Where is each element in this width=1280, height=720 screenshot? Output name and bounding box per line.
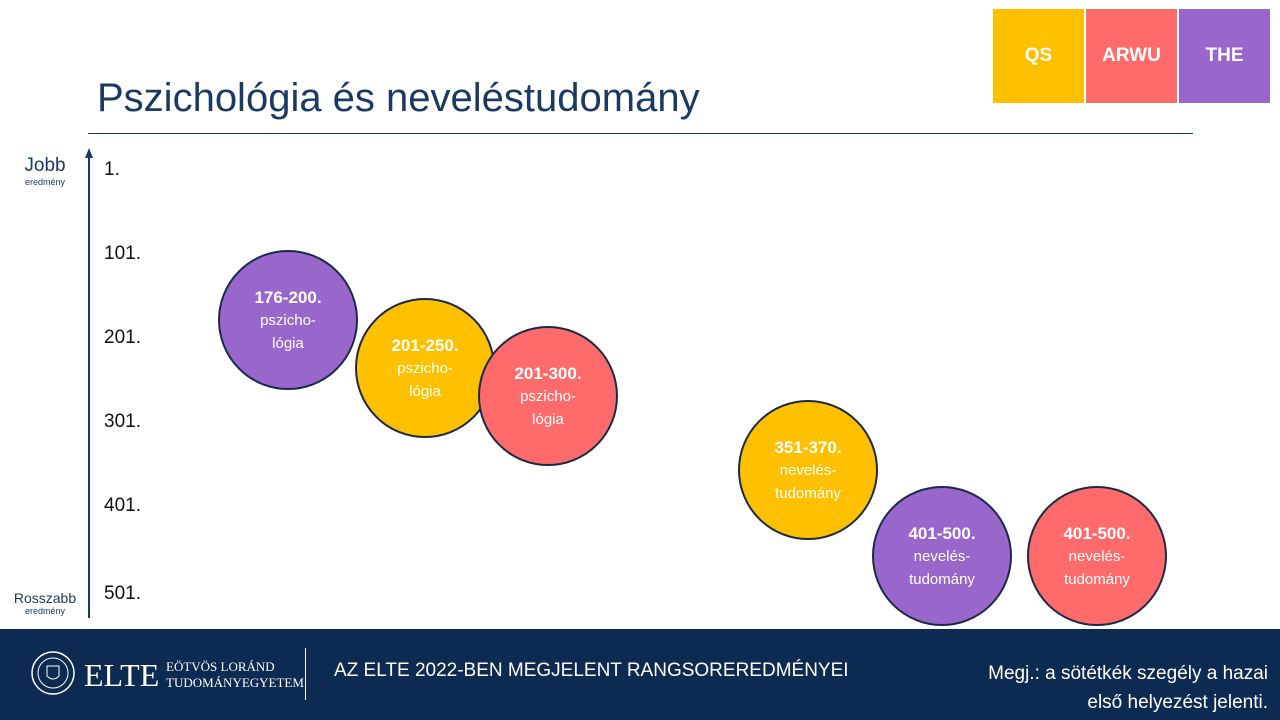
tick-label: 501.: [104, 583, 141, 604]
note-line: első helyezést jelenti.: [1087, 692, 1268, 713]
logo-subtext: EÖTVÖS LORÁND TUDOMÁNYEGYETEM: [166, 659, 304, 691]
logo-line: TUDOMÁNYEGYETEM: [166, 675, 304, 690]
logo-text: ELTE: [84, 657, 160, 693]
bubble-rank: 201-250.: [391, 335, 459, 355]
note-line: Megj.: a sötétkék szegély a hazai: [988, 663, 1268, 684]
bubble: 201-300. pszicho-lógia: [478, 326, 618, 466]
bubble: 176-200. pszicho-lógia: [218, 250, 358, 390]
axis-bottom: Rosszabb eredmény: [5, 590, 85, 616]
divider: [305, 648, 306, 700]
bubble-field: nevelés-: [779, 461, 837, 479]
bubble-rank: 401-500.: [1063, 523, 1131, 543]
bubble-field: lógia: [272, 334, 304, 352]
tick-label: 101.: [104, 243, 141, 264]
axis-top-label: Jobb: [24, 155, 66, 176]
bubble-rank: 401-500.: [908, 523, 976, 543]
bubble-field: pszicho-: [397, 359, 453, 377]
footer: ELTE EÖTVÖS LORÁND TUDOMÁNYEGYETEM AZ EL…: [0, 629, 1280, 720]
bubble-rank: 351-370.: [774, 437, 842, 457]
axis-bottom-label: Rosszabb: [13, 590, 77, 606]
bubble: 401-500. nevelés-tudomány: [872, 486, 1012, 626]
bubble-field: pszicho-: [520, 387, 576, 405]
bubble-field: lógia: [532, 410, 564, 428]
logo-seal: [31, 651, 75, 695]
logo-line: EÖTVÖS LORÁND: [166, 659, 275, 674]
bubble-rank: 201-300.: [514, 363, 582, 383]
bubble: 201-250. pszicho-lógia: [355, 298, 495, 438]
axis-top: Jobb eredmény: [10, 155, 80, 187]
bubble-field: tudomány: [909, 570, 975, 588]
bubble: 351-370. nevelés-tudomány: [738, 400, 878, 540]
legend-item: QS: [993, 9, 1084, 103]
axis-top-sub: eredmény: [24, 177, 66, 187]
footer-note: Megj.: a sötétkék szegély a hazai első h…: [988, 659, 1268, 717]
tick-label: 201.: [104, 327, 141, 348]
tick-label: 301.: [104, 411, 141, 432]
legend-item: THE: [1179, 9, 1270, 103]
tick-label: 401.: [104, 495, 141, 516]
title-rule: [88, 133, 1193, 134]
bubble-field: nevelés-: [913, 547, 971, 565]
title: Pszichológia és neveléstudomány: [97, 76, 700, 120]
bubble: 401-500. nevelés-tudomány: [1027, 486, 1167, 626]
axis-bottom-sub: eredmény: [24, 606, 66, 616]
axis-arrow: [85, 148, 93, 618]
bubble-field: pszicho-: [260, 311, 316, 329]
bubble-field: nevelés-: [1068, 547, 1126, 565]
bubble-field: lógia: [409, 382, 441, 400]
footer-heading: AZ ELTE 2022-BEN MEGJELENT RANGSOREREDMÉ…: [334, 660, 849, 681]
legend-item: ARWU: [1086, 9, 1177, 103]
bubble-field: tudomány: [775, 484, 841, 502]
bubble-rank: 176-200.: [254, 287, 322, 307]
bubble-field: tudomány: [1064, 570, 1130, 588]
tick-label: 1.: [104, 159, 120, 180]
